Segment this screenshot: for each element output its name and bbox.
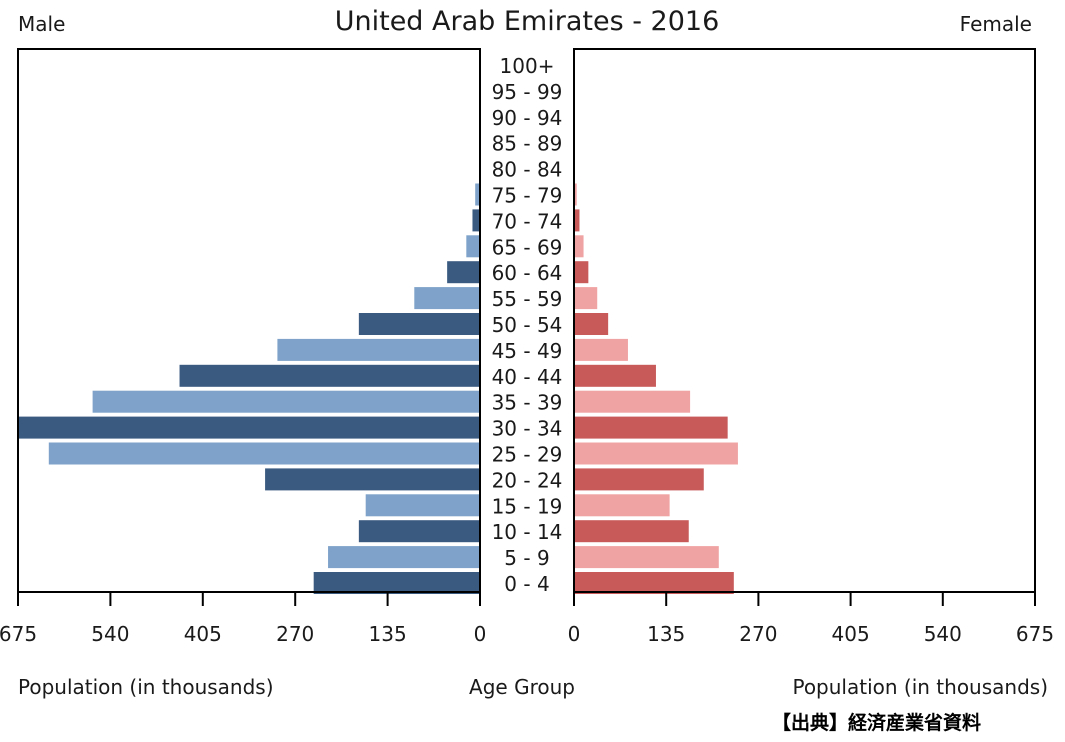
male-plot-frame (17, 48, 481, 593)
age-group-label: 75 - 79 (492, 184, 563, 208)
male-x-tick-label: 270 (276, 622, 314, 646)
female-bar-25-29 (574, 442, 738, 465)
female-bar-35-39 (574, 390, 691, 413)
age-group-label: 60 - 64 (492, 261, 563, 285)
female-bar-60-64 (574, 261, 589, 284)
male-x-tick-label: 540 (91, 622, 129, 646)
male-bar-45-49 (277, 338, 480, 361)
male-bar-30-34 (18, 416, 480, 439)
female-bar-0-4 (574, 572, 734, 594)
female-bar-15-19 (574, 494, 670, 517)
age-group-label: 30 - 34 (492, 417, 563, 441)
male-x-axis-title: Population (in thousands) (18, 675, 274, 699)
age-group-label: 35 - 39 (492, 391, 563, 415)
age-group-label: 95 - 99 (492, 80, 563, 104)
male-x-tick-label: 405 (184, 622, 222, 646)
male-bar-25-29 (48, 442, 481, 465)
male-bar-0-4 (313, 572, 480, 594)
female-bar-70-74 (574, 209, 580, 232)
age-group-label: 15 - 19 (492, 494, 563, 518)
female-bar-30-34 (574, 416, 728, 439)
female-bar-20-24 (574, 468, 704, 491)
female-bar-75-79 (574, 183, 577, 206)
male-x-axis: 675 540 405 270 135 0 (0, 592, 486, 646)
age-group-title: Age Group (469, 675, 575, 699)
age-group-label: 65 - 69 (492, 235, 563, 259)
male-x-tick-label: 675 (0, 622, 37, 646)
male-bar-10-14 (358, 520, 480, 543)
male-x-tick-label: 135 (369, 622, 407, 646)
age-group-label: 25 - 29 (492, 443, 563, 467)
female-bar-55-59 (574, 287, 598, 310)
female-x-tick-label: 0 (568, 622, 581, 646)
age-group-label: 55 - 59 (492, 287, 563, 311)
female-plot-frame (573, 48, 1036, 593)
female-x-tick-label: 675 (1016, 622, 1054, 646)
female-bar-10-14 (574, 520, 689, 543)
age-group-label: 85 - 89 (492, 132, 563, 156)
age-group-label: 10 - 14 (492, 520, 563, 544)
female-x-tick-label: 405 (832, 622, 870, 646)
male-bar-70-74 (472, 209, 480, 232)
chart-title: United Arab Emirates - 2016 (335, 6, 720, 37)
female-label: Female (960, 12, 1032, 36)
age-group-label: 5 - 9 (504, 546, 549, 570)
male-bar-65-69 (466, 235, 480, 258)
female-bar-40-44 (574, 364, 656, 387)
male-label: Male (18, 12, 65, 36)
age-group-label: 40 - 44 (492, 365, 563, 389)
male-x-tick-label: 0 (474, 622, 487, 646)
age-group-label: 50 - 54 (492, 313, 563, 337)
female-bar-5-9 (574, 546, 719, 569)
male-bar-75-79 (475, 183, 480, 206)
age-group-label: 20 - 24 (492, 468, 563, 492)
female-bars (574, 157, 738, 594)
male-bar-50-54 (358, 313, 480, 335)
male-bar-60-64 (447, 261, 480, 284)
male-bar-15-19 (365, 494, 480, 517)
male-bar-20-24 (265, 468, 480, 491)
female-x-axis-title: Population (in thousands) (792, 675, 1048, 699)
male-bars (18, 157, 481, 594)
age-group-label: 45 - 49 (492, 339, 563, 363)
female-bar-65-69 (574, 235, 584, 258)
female-bar-45-49 (574, 338, 628, 361)
age-group-label: 90 - 94 (492, 106, 563, 130)
male-bar-55-59 (414, 287, 480, 310)
age-group-label: 100+ (500, 54, 555, 78)
female-x-axis: 0 135 270 405 540 675 (568, 592, 1054, 646)
female-bar-50-54 (574, 313, 609, 335)
age-group-label: 80 - 84 (492, 158, 563, 182)
male-bar-5-9 (328, 546, 480, 569)
source-note: 【出典】経済産業省資料 (772, 712, 982, 734)
male-bar-40-44 (179, 364, 481, 387)
female-x-tick-label: 135 (647, 622, 685, 646)
age-group-label: 0 - 4 (504, 572, 549, 596)
age-group-label: 70 - 74 (492, 209, 563, 233)
female-x-tick-label: 540 (924, 622, 962, 646)
female-x-tick-label: 270 (739, 622, 777, 646)
male-bar-35-39 (92, 390, 481, 413)
